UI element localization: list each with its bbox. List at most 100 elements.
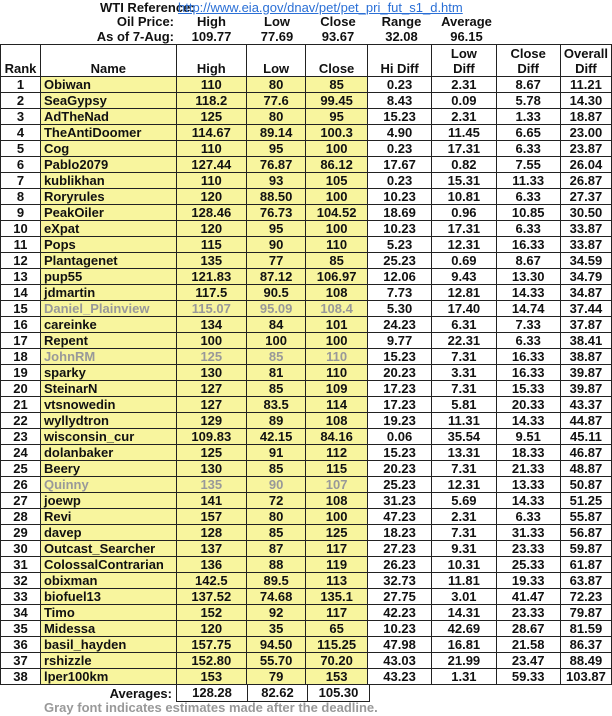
table-row: 35 Midessa 120 35 65 10.23 42.69 28.67 81.59 [0,620,612,637]
hi-diff-cell: 0.06 [366,428,433,445]
overall-diff-cell: 59.87 [559,540,612,557]
hi-diff-cell: 15.23 [366,444,433,461]
low-diff-cell: 0.09 [431,92,497,109]
close-cell: 117 [305,540,368,557]
low-cell: 35 [245,620,307,637]
as-of-value: 32.08 [385,29,418,44]
low-diff-cell: 12.31 [431,476,497,493]
close-cell: 100 [305,140,368,157]
close-diff-cell: 6.33 [495,140,561,157]
table-row: 20 SteinarN 127 85 109 17.23 7.31 15.33 39.87 [0,380,612,397]
column-header: Hi Diff [366,44,433,77]
rank-cell: 29 [0,524,41,541]
low-cell: 85 [245,348,307,365]
rank-cell: 13 [0,268,41,285]
close-cell: 100 [305,332,368,349]
close-cell: 85 [305,76,368,93]
low-cell: 88 [245,556,307,573]
table-row: 33 biofuel13 137.52 74.68 135.1 27.75 3.01 41.4… [0,588,612,605]
low-cell: 85 [245,460,307,477]
name-cell: kublikhan [39,172,177,189]
table-row: 30 Outcast_Searcher 137 87 117 27.23 9.31 23.33… [0,540,612,557]
name-cell: biofuel13 [39,588,177,605]
high-cell: 125 [175,348,247,365]
name-cell: Plantagenet [39,252,177,269]
table-row: 25 Beery 130 85 115 20.23 7.31 21.33 48.87 [0,460,612,477]
table-row: 4 TheAntiDoomer 114.67 89.14 100.3 4.90 11.45 6… [0,124,612,141]
close-diff-cell: 13.30 [495,268,561,285]
hi-diff-cell: 17.23 [366,380,433,397]
column-header: Low Diff [431,44,497,77]
name-cell: PeakOiler [39,204,177,221]
reference-link[interactable]: http://www.eia.gov/dnav/pet/pet_pri_fut_… [178,0,463,15]
close-cell: 106.97 [305,268,368,285]
high-cell: 115 [175,236,247,253]
low-diff-cell: 35.54 [431,428,497,445]
table-row: 16 careinke 134 84 101 24.23 6.31 7.33 37.87 [0,316,612,333]
table-row: 26 Quinny 135 90 107 25.23 12.31 13.33 50.87 [0,476,612,493]
close-diff-cell: 6.33 [495,188,561,205]
low-cell: 42.15 [245,428,307,445]
averages-label: Averages: [109,686,172,701]
hi-diff-cell: 47.23 [366,508,433,525]
rank-cell: 3 [0,108,41,125]
hi-diff-cell: 4.90 [366,124,433,141]
overall-diff-cell: 37.44 [559,300,612,317]
rank-cell: 6 [0,156,41,173]
high-cell: 100 [175,332,247,349]
low-cell: 77.6 [245,92,307,109]
as-of-value: 93.67 [321,29,355,44]
close-diff-cell: 5.78 [495,92,561,109]
overall-diff-cell: 61.87 [559,556,612,573]
low-cell: 89.14 [245,124,307,141]
name-cell: Obiwan [39,76,177,93]
hi-diff-cell: 42.23 [366,604,433,621]
hi-diff-cell: 27.23 [366,540,433,557]
low-diff-cell: 12.81 [431,284,497,301]
close-diff-cell: 16.33 [495,348,561,365]
hi-diff-cell: 32.73 [366,572,433,589]
rank-cell: 28 [0,508,41,525]
low-cell: 80 [245,108,307,125]
low-cell: 92 [245,604,307,621]
table-row: 21 vtsnowedin 127 83.5 114 17.23 5.81 20.33 43.3… [0,396,612,413]
close-diff-cell: 10.85 [495,204,561,221]
high-cell: 152 [175,604,247,621]
close-diff-cell: 25.33 [495,556,561,573]
rankings-table: Rank Name High Low Close Hi Diff Low Diff Close… [0,44,612,685]
table-row: 18 JohnRM 125 85 110 15.23 7.31 16.33 38.87 [0,348,612,365]
rank-cell: 2 [0,92,41,109]
low-diff-cell: 7.31 [431,524,497,541]
rank-cell: 15 [0,300,41,317]
low-cell: 83.5 [245,396,307,413]
low-diff-cell: 17.31 [431,140,497,157]
overall-diff-cell: 38.41 [559,332,612,349]
low-cell: 76.73 [245,204,307,221]
table-row: 2 SeaGypsy 118.2 77.6 99.45 8.43 0.09 5.78 14.30 [0,92,612,109]
low-diff-cell: 10.81 [431,188,497,205]
as-of-value: 96.15 [450,29,483,44]
close-cell: 108 [305,492,368,509]
high-cell: 128 [175,524,247,541]
close-diff-cell: 6.33 [495,508,561,525]
close-diff-cell: 6.65 [495,124,561,141]
low-diff-cell: 2.31 [431,108,497,125]
reference-label: WTI Reference: [100,0,195,15]
overall-diff-cell: 34.59 [559,252,612,269]
low-diff-cell: 0.69 [431,252,497,269]
table-row: 8 Roryrules 120 88.50 100 10.23 10.81 6.33 27.37 [0,188,612,205]
low-cell: 89.5 [245,572,307,589]
high-cell: 130 [175,364,247,381]
overall-diff-cell: 34.87 [559,284,612,301]
close-cell: 110 [305,348,368,365]
as-of-label: As of 7-Aug: [96,29,174,44]
oil-price-label: Oil Price: [116,14,174,29]
low-diff-cell: 9.31 [431,540,497,557]
overall-diff-cell: 86.37 [559,636,612,653]
close-cell: 100 [305,188,368,205]
close-diff-cell: 13.33 [495,476,561,493]
name-cell: vtsnowedin [39,396,177,413]
table-row: 23 wisconsin_cur 109.83 42.15 84.16 0.06 35.54… [0,428,612,445]
close-cell: 85 [305,252,368,269]
rank-cell: 1 [0,76,41,93]
